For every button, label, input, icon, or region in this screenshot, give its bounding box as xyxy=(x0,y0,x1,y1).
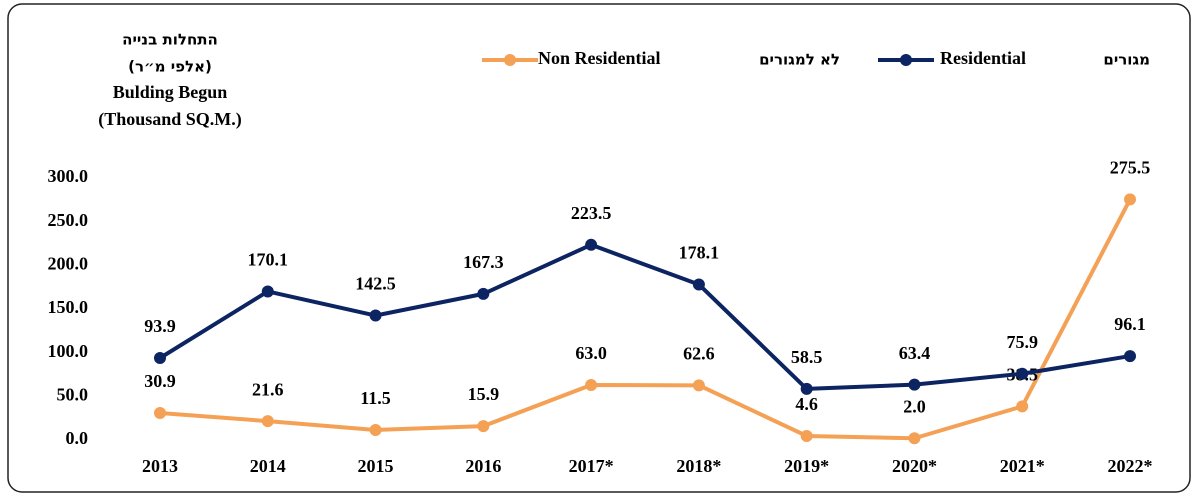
y-tick-label: 50.0 xyxy=(57,384,89,404)
data-point xyxy=(261,415,274,428)
data-point xyxy=(908,432,921,445)
legend-label: לא למגורים xyxy=(759,51,840,69)
y-tick-label: 0.0 xyxy=(66,428,89,448)
legend-label: מגורים xyxy=(1103,51,1150,69)
x-tick-label: 2016 xyxy=(465,456,501,476)
data-point xyxy=(1124,193,1136,206)
series-line xyxy=(159,198,1132,441)
legend-label: Non Residential xyxy=(538,48,661,68)
chart-title: התחלות בנייה xyxy=(122,31,218,49)
data-point xyxy=(477,420,490,433)
x-tick-label: 2021* xyxy=(1000,456,1045,476)
chart-title: (Thousand SQ.M.) xyxy=(98,109,242,130)
data-label: 63.0 xyxy=(575,343,607,363)
x-tick-label: 2020* xyxy=(892,456,937,476)
data-point xyxy=(692,278,705,291)
y-tick-label: 250.0 xyxy=(48,210,89,230)
data-label: 63.4 xyxy=(899,343,931,363)
data-label: 21.6 xyxy=(252,379,284,399)
y-tick-label: 200.0 xyxy=(48,253,89,273)
data-point xyxy=(1124,350,1136,363)
x-tick-label: 2022* xyxy=(1108,456,1153,476)
data-label: 11.5 xyxy=(360,388,391,408)
data-label: 30.9 xyxy=(144,371,176,391)
data-label: 223.5 xyxy=(571,203,612,223)
data-point xyxy=(154,407,166,420)
data-label: 178.1 xyxy=(679,243,720,263)
data-label: 93.9 xyxy=(144,316,176,336)
chart-title: (אלפי מ״ר) xyxy=(128,58,212,76)
legend-marker xyxy=(504,54,516,66)
data-label: 275.5 xyxy=(1110,158,1151,178)
data-label: 96.1 xyxy=(1114,314,1146,334)
data-point xyxy=(261,285,274,298)
data-point xyxy=(585,378,598,391)
x-tick-label: 2018* xyxy=(676,456,721,476)
chart-title: Bulding Begun xyxy=(113,82,228,102)
y-tick-label: 100.0 xyxy=(48,341,89,361)
x-tick-label: 2017* xyxy=(569,456,614,476)
y-tick-label: 300.0 xyxy=(48,166,89,186)
data-point xyxy=(477,287,490,300)
data-label: 167.3 xyxy=(463,252,504,272)
x-tick-label: 2014 xyxy=(250,456,286,476)
x-tick-label: 2019* xyxy=(784,456,829,476)
data-point xyxy=(692,379,705,392)
x-tick-label: 2013 xyxy=(142,456,178,476)
data-label: 2.0 xyxy=(903,396,926,416)
y-tick-label: 150.0 xyxy=(48,297,89,317)
data-point xyxy=(1016,400,1029,413)
data-label: 75.9 xyxy=(1006,332,1038,352)
data-point xyxy=(800,382,813,395)
legend-label: Residential xyxy=(940,48,1026,68)
data-point xyxy=(800,429,813,442)
data-label: 4.6 xyxy=(795,394,818,414)
series-line xyxy=(158,242,1131,391)
data-point xyxy=(369,309,382,322)
data-point xyxy=(1016,367,1029,380)
x-tick-label: 2015 xyxy=(358,456,394,476)
data-point xyxy=(908,378,921,391)
data-point xyxy=(369,423,382,436)
data-label: 170.1 xyxy=(248,250,289,270)
data-label: 62.6 xyxy=(683,343,715,363)
legend-marker xyxy=(900,54,912,66)
data-label: 142.5 xyxy=(355,274,396,294)
data-point xyxy=(585,238,598,251)
data-label: 15.9 xyxy=(468,384,500,404)
data-point xyxy=(154,351,166,364)
data-label: 58.5 xyxy=(791,347,823,367)
